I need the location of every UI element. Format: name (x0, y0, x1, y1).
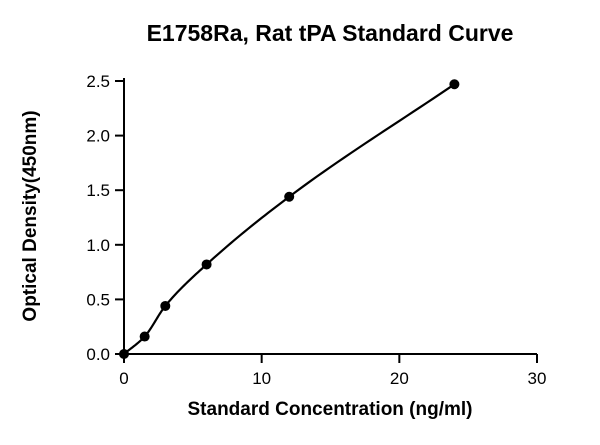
y-tick-label: 1.0 (86, 236, 110, 255)
data-point (449, 79, 460, 90)
axes (123, 78, 537, 355)
x-tick-label: 20 (390, 369, 409, 388)
y-tick-label: 0.5 (86, 290, 110, 309)
data-points (119, 79, 460, 359)
y-tick-label: 2.5 (86, 72, 110, 91)
data-point (160, 300, 171, 311)
x-axis-label: Standard Concentration (ng/ml) (188, 399, 473, 420)
y-axis-label: Optical Density(450nm) (20, 110, 41, 321)
data-point (139, 331, 150, 342)
x-ticks: 0 10 20 30 (119, 354, 546, 388)
y-ticks: 0.0 0.5 1.0 1.5 2.0 2.5 (86, 72, 124, 364)
y-tick-label: 1.5 (86, 181, 110, 200)
x-tick-label: 0 (119, 369, 128, 388)
data-point (119, 349, 129, 359)
y-tick-label: 2.0 (86, 127, 110, 146)
data-point (284, 191, 295, 202)
data-point (201, 259, 212, 270)
x-tick-label: 30 (528, 369, 547, 388)
x-tick-label: 10 (252, 369, 271, 388)
fit-curve (123, 83, 456, 355)
y-tick-label: 0.0 (86, 345, 110, 364)
chart-title: E1758Ra, Rat tPA Standard Curve (147, 20, 514, 46)
